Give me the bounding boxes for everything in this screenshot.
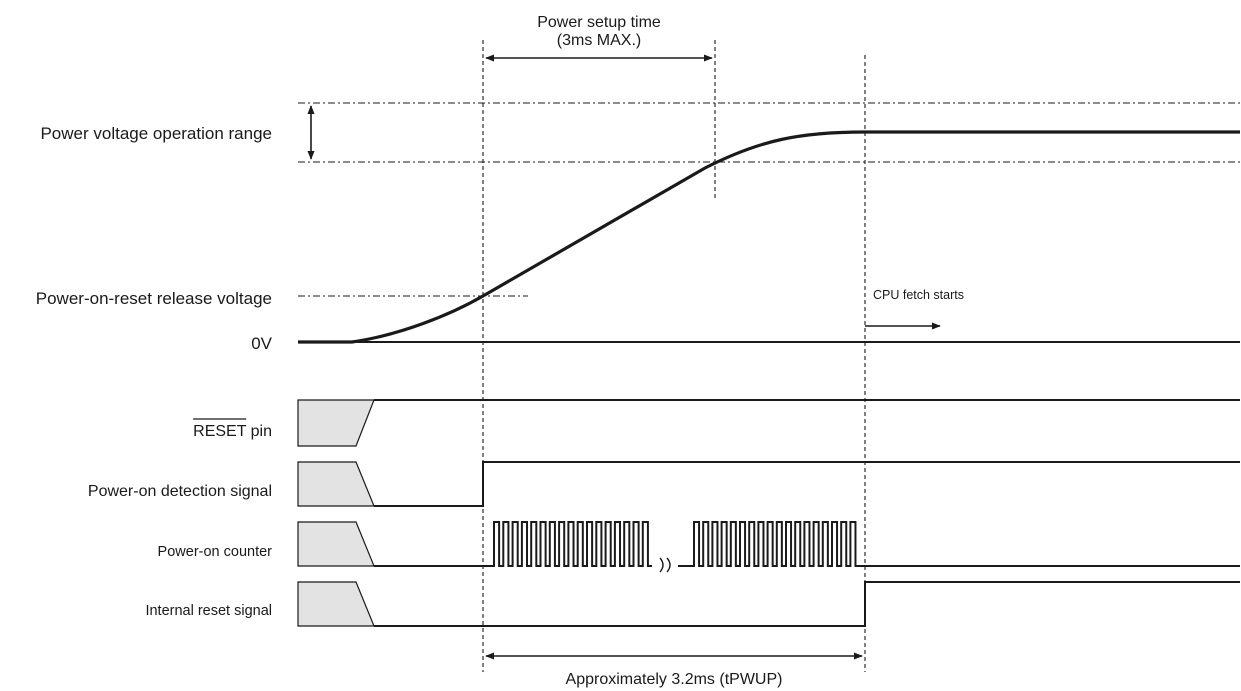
internal-reset-signal bbox=[374, 581, 1240, 627]
label-power-on-detection: Power-on detection signal bbox=[88, 483, 272, 500]
cpu-fetch-label: CPU fetch starts bbox=[873, 288, 964, 302]
counter-undefined-region bbox=[297, 521, 375, 567]
reset-pin-suffix: pin bbox=[246, 423, 272, 440]
label-power-on-counter: Power-on counter bbox=[158, 544, 273, 560]
reset-pin-undefined-region bbox=[297, 399, 375, 447]
detection-undefined-region bbox=[297, 461, 375, 507]
reset-pin-name: RESET bbox=[193, 423, 247, 440]
setup-time-line2: (3ms MAX.) bbox=[557, 32, 641, 49]
counter-break-mark bbox=[659, 557, 671, 573]
label-power-voltage-range: Power voltage operation range bbox=[40, 124, 272, 143]
setup-time-line1: Power setup time bbox=[537, 14, 661, 31]
label-por-release-voltage: Power-on-reset release voltage bbox=[36, 289, 272, 308]
label-internal-reset: Internal reset signal bbox=[145, 603, 272, 619]
power-voltage-curve bbox=[298, 130, 1240, 344]
internal-reset-undefined-region bbox=[297, 581, 375, 627]
label-zero-volt: 0V bbox=[251, 334, 272, 353]
approx-time-label: Approximately 3.2ms (tPWUP) bbox=[566, 671, 783, 688]
detection-signal bbox=[374, 461, 1240, 507]
counter-clock-wave bbox=[374, 521, 1240, 567]
label-reset-pin: RESET pin bbox=[193, 423, 272, 440]
